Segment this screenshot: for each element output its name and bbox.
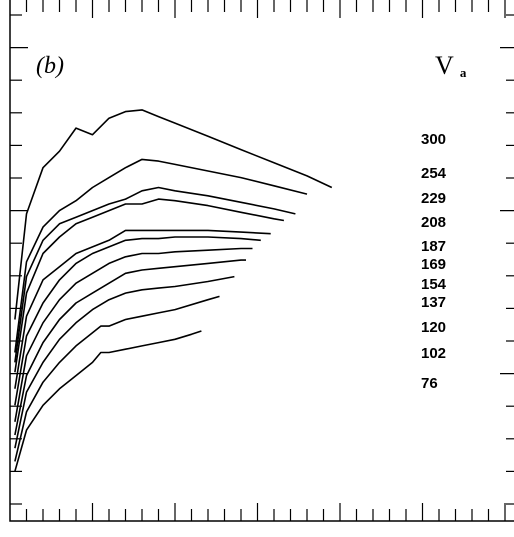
series-line-300 xyxy=(14,109,333,320)
series-line-120 xyxy=(14,275,235,449)
series-line-102 xyxy=(14,295,220,462)
series-label-76: 76 xyxy=(421,375,438,392)
series-label-254: 254 xyxy=(421,165,447,182)
series-line-169 xyxy=(14,236,261,406)
panel-label: (b) xyxy=(36,53,64,79)
series-line-137 xyxy=(14,259,246,436)
series-line-208 xyxy=(14,198,285,373)
series-line-254 xyxy=(14,158,308,353)
series-group xyxy=(14,109,333,472)
series-label-137: 137 xyxy=(421,294,446,311)
series-label-102: 102 xyxy=(421,345,446,362)
series-line-187 xyxy=(14,229,271,389)
series-label-187: 187 xyxy=(421,238,446,255)
plot-frame xyxy=(9,0,514,522)
series-label-120: 120 xyxy=(421,319,446,336)
legend-title-main: V xyxy=(435,51,454,80)
axis-ticks xyxy=(10,0,514,521)
series-line-229 xyxy=(14,186,296,363)
series-label-208: 208 xyxy=(421,214,446,231)
series-label-169: 169 xyxy=(421,256,446,273)
legend-title: V a xyxy=(435,51,467,80)
series-label-300: 300 xyxy=(421,131,446,148)
series-line-76 xyxy=(14,330,202,472)
series-line-154 xyxy=(14,247,253,422)
series-label-154: 154 xyxy=(421,276,447,293)
legend-title-subscript: a xyxy=(460,65,467,80)
series-label-229: 229 xyxy=(421,190,446,207)
